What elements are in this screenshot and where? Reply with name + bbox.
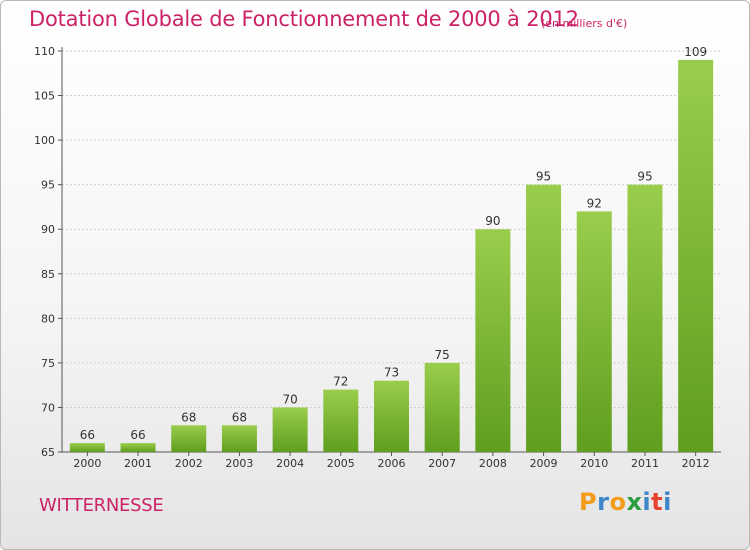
bar <box>221 425 257 452</box>
logo-letter: P <box>579 488 598 516</box>
bar-value-label: 75 <box>435 348 450 362</box>
chart-subtitle: (en milliers d'€) <box>541 17 628 30</box>
commune-name: WITTERNESSE <box>39 495 164 516</box>
x-tick-label: 2005 <box>327 457 355 470</box>
logo-letter: r <box>597 488 610 516</box>
bar-value-label: 68 <box>181 410 196 424</box>
bar-value-label: 66 <box>130 428 145 442</box>
y-tick-label: 110 <box>34 45 55 58</box>
bar-value-label: 90 <box>485 214 500 228</box>
bar <box>475 229 511 452</box>
x-tick-label: 2000 <box>73 457 101 470</box>
x-tick-label: 2010 <box>580 457 608 470</box>
x-tick-label: 2006 <box>378 457 406 470</box>
bar-value-label: 70 <box>282 392 297 406</box>
logo-letter: o <box>609 488 627 516</box>
y-tick-label: 85 <box>41 268 55 281</box>
bar <box>171 425 207 452</box>
bar-value-label: 95 <box>637 170 652 184</box>
bar <box>323 389 359 452</box>
bar <box>678 59 714 453</box>
logo-letter: i <box>663 488 672 516</box>
bar-value-label: 109 <box>684 45 707 59</box>
bar <box>272 407 308 452</box>
chart-title: Dotation Globale de Fonctionnement de 20… <box>29 7 579 31</box>
x-tick-label: 2008 <box>479 457 507 470</box>
logo-letter: t <box>651 488 664 516</box>
bar <box>627 184 663 452</box>
x-tick-label: 2003 <box>225 457 253 470</box>
logo-letter: x <box>626 488 643 516</box>
x-tick-label: 2002 <box>175 457 203 470</box>
proxiti-logo[interactable]: Proxiti <box>579 488 672 516</box>
x-tick-label: 2011 <box>631 457 659 470</box>
y-tick-label: 65 <box>41 446 55 459</box>
logo-letter: i <box>642 488 652 516</box>
y-tick-label: 75 <box>41 357 55 370</box>
bar-value-label: 72 <box>333 375 348 389</box>
x-tick-label: 2007 <box>428 457 456 470</box>
bar <box>374 380 409 452</box>
x-tick-label: 2009 <box>530 457 558 470</box>
bar-value-label: 66 <box>80 428 95 442</box>
bar-value-label: 95 <box>536 170 551 184</box>
bar <box>69 443 105 452</box>
x-tick-label: 2001 <box>124 457 152 470</box>
y-tick-label: 90 <box>41 223 55 236</box>
bar <box>576 211 612 452</box>
x-tick-label: 2004 <box>276 457 304 470</box>
bar <box>120 443 156 452</box>
y-tick-label: 80 <box>41 312 55 325</box>
bar-value-label: 92 <box>587 196 602 210</box>
x-tick-label: 2012 <box>682 457 710 470</box>
y-tick-label: 100 <box>34 134 55 147</box>
y-tick-label: 105 <box>34 90 55 103</box>
y-tick-label: 70 <box>41 401 55 414</box>
bar-value-label: 68 <box>232 410 247 424</box>
bar-value-label: 73 <box>384 366 399 380</box>
bar <box>424 362 460 452</box>
y-tick-label: 95 <box>41 179 55 192</box>
bar <box>526 184 562 452</box>
